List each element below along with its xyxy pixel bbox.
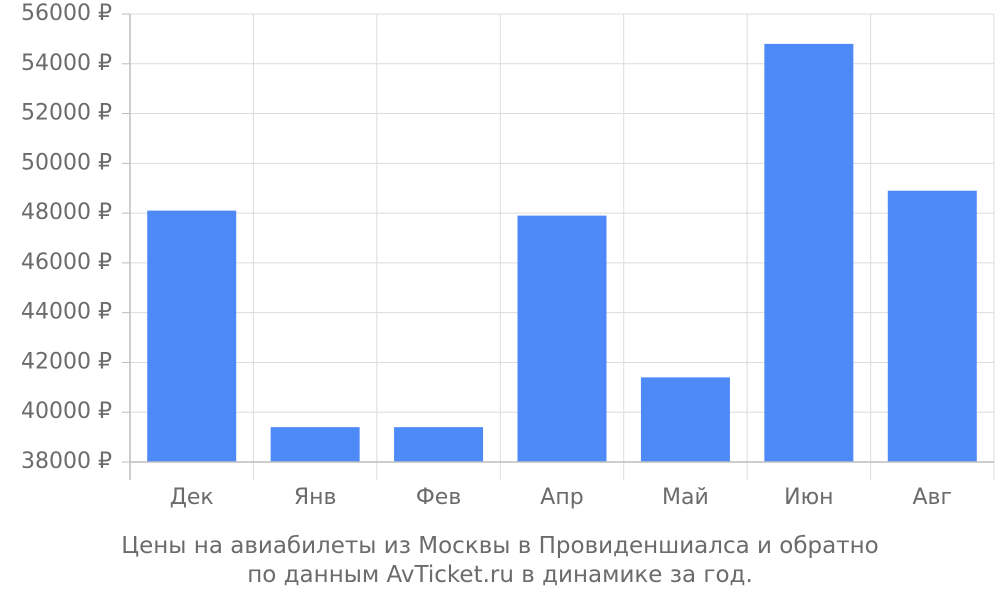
y-tick-label: 54000 ₽	[21, 51, 112, 76]
y-tick-label: 56000 ₽	[21, 1, 112, 26]
y-tick-label: 52000 ₽	[21, 101, 112, 126]
x-tick-label: Авг	[912, 485, 952, 510]
caption-line-1: Цены на авиабилеты из Москвы в Провиденш…	[121, 533, 879, 559]
x-tick-label: Дек	[170, 485, 214, 510]
bar-4	[517, 215, 607, 462]
bar-chart: 38000 ₽ 40000 ₽ 42000 ₽ 44000 ₽ 46000 ₽ 48000…	[21, 1, 995, 510]
y-tick-label: 40000 ₽	[21, 399, 112, 424]
x-tick-label: Апр	[540, 485, 583, 510]
x-tick-label: Июн	[784, 485, 833, 510]
bar-5	[640, 377, 730, 462]
x-tick-label: Май	[662, 485, 709, 510]
bar-2	[270, 427, 360, 462]
y-tick-label: 46000 ₽	[21, 250, 112, 275]
y-tick-label: 50000 ₽	[21, 150, 112, 175]
bar-3	[394, 427, 484, 462]
bar-6	[764, 43, 854, 462]
y-tick-label: 42000 ₽	[21, 349, 112, 374]
axes	[122, 13, 995, 480]
bar-1	[147, 210, 237, 462]
y-tick-label: 38000 ₽	[21, 449, 112, 474]
x-axis-ticks: Дек Янв Фев Апр Май Июн Авг	[170, 485, 952, 510]
x-tick-label: Фев	[416, 485, 461, 510]
y-axis-ticks: 38000 ₽ 40000 ₽ 42000 ₽ 44000 ₽ 46000 ₽ 48000…	[21, 1, 112, 474]
y-tick-label: 48000 ₽	[21, 200, 112, 225]
chart-caption: Цены на авиабилеты из Москвы в Провиденш…	[0, 532, 1000, 590]
y-tick-label: 44000 ₽	[21, 300, 112, 325]
bars	[147, 43, 977, 462]
caption-line-2: по данным AvTicket.ru в динамике за год.	[247, 562, 753, 588]
x-tick-label: Янв	[294, 485, 337, 510]
bar-7	[887, 190, 977, 462]
